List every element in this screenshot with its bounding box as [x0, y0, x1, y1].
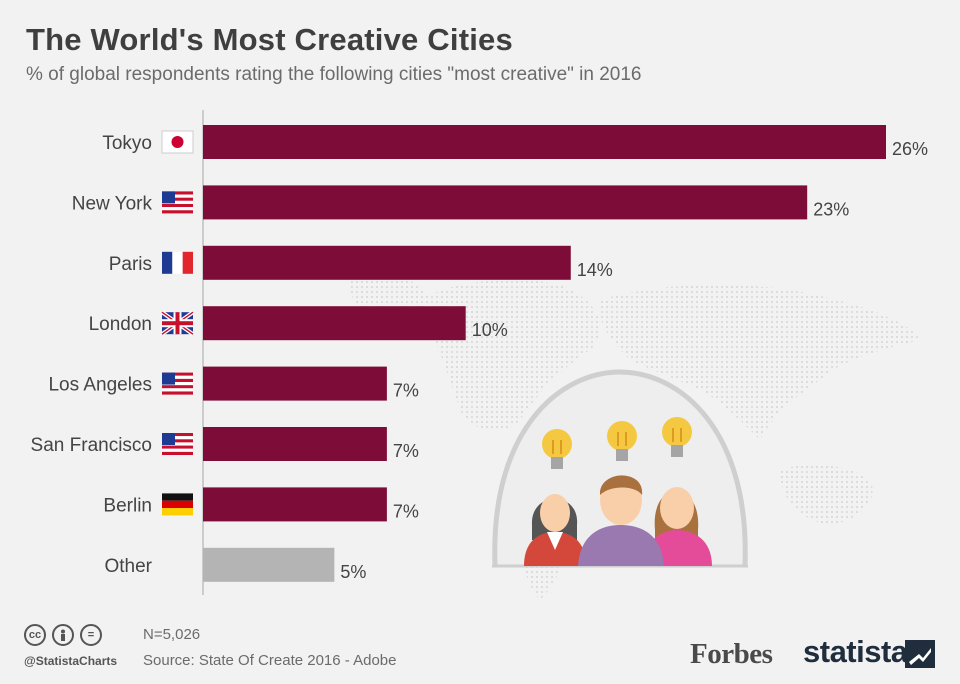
germany-flag-icon	[162, 493, 193, 516]
value-label: 7%	[393, 501, 419, 521]
lightbulb-icon	[662, 417, 692, 457]
bar-berlin	[203, 487, 387, 522]
page-title: The World's Most Creative Cities	[26, 22, 513, 57]
creative-people-illustration	[492, 369, 748, 568]
bar-los-angeles	[203, 366, 387, 401]
value-label: 7%	[393, 381, 419, 401]
by-icon	[52, 624, 74, 646]
value-label: 7%	[393, 441, 419, 461]
category-label: Berlin	[103, 495, 152, 516]
category-label: London	[89, 314, 152, 335]
statista-handle: @StatistaCharts	[24, 654, 118, 668]
france-flag-icon	[162, 251, 193, 274]
usa-flag-icon	[162, 191, 193, 214]
bar-paris	[203, 245, 571, 280]
value-label: 10%	[472, 320, 508, 340]
chart: Tokyo 26% New York 23% Paris 14% London 10% Los …	[31, 110, 928, 600]
category-label: Paris	[109, 254, 152, 275]
bar-new-york	[203, 185, 808, 220]
woman-right-figure	[645, 487, 712, 566]
bar-other	[203, 547, 335, 582]
page-subtitle: % of global respondents rating the follo…	[26, 64, 642, 85]
value-label: 14%	[577, 260, 613, 280]
lightbulb-icon	[542, 429, 572, 469]
category-label: New York	[72, 193, 153, 214]
woman-left-figure	[524, 494, 586, 566]
value-label: 26%	[892, 139, 928, 159]
category-label: Other	[104, 556, 152, 577]
category-label: San Francisco	[31, 435, 152, 456]
value-label: 5%	[340, 562, 366, 582]
usa-flag-icon	[162, 372, 193, 395]
statista-logo: statista	[803, 634, 908, 669]
uk-flag-icon	[160, 310, 195, 336]
bar-tokyo	[203, 125, 886, 159]
japan-flag-icon	[161, 130, 194, 154]
license-icons: cc =	[24, 624, 102, 646]
value-label: 23%	[813, 199, 849, 219]
lightbulb-icon	[607, 421, 637, 461]
sample-size: N=5,026	[143, 626, 201, 643]
source-text: Source: State Of Create 2016 - Adobe	[143, 652, 397, 669]
nd-icon: =	[80, 624, 102, 646]
bar-san-francisco	[203, 427, 387, 461]
forbes-logo: Forbes	[690, 638, 773, 670]
cc-icon: cc	[24, 624, 46, 646]
man-center-figure	[578, 475, 664, 566]
category-label: Los Angeles	[48, 375, 152, 396]
statista-mark-icon	[905, 640, 935, 668]
usa-flag-icon	[162, 433, 193, 455]
category-label: Tokyo	[102, 133, 152, 154]
bar-london	[203, 306, 466, 341]
